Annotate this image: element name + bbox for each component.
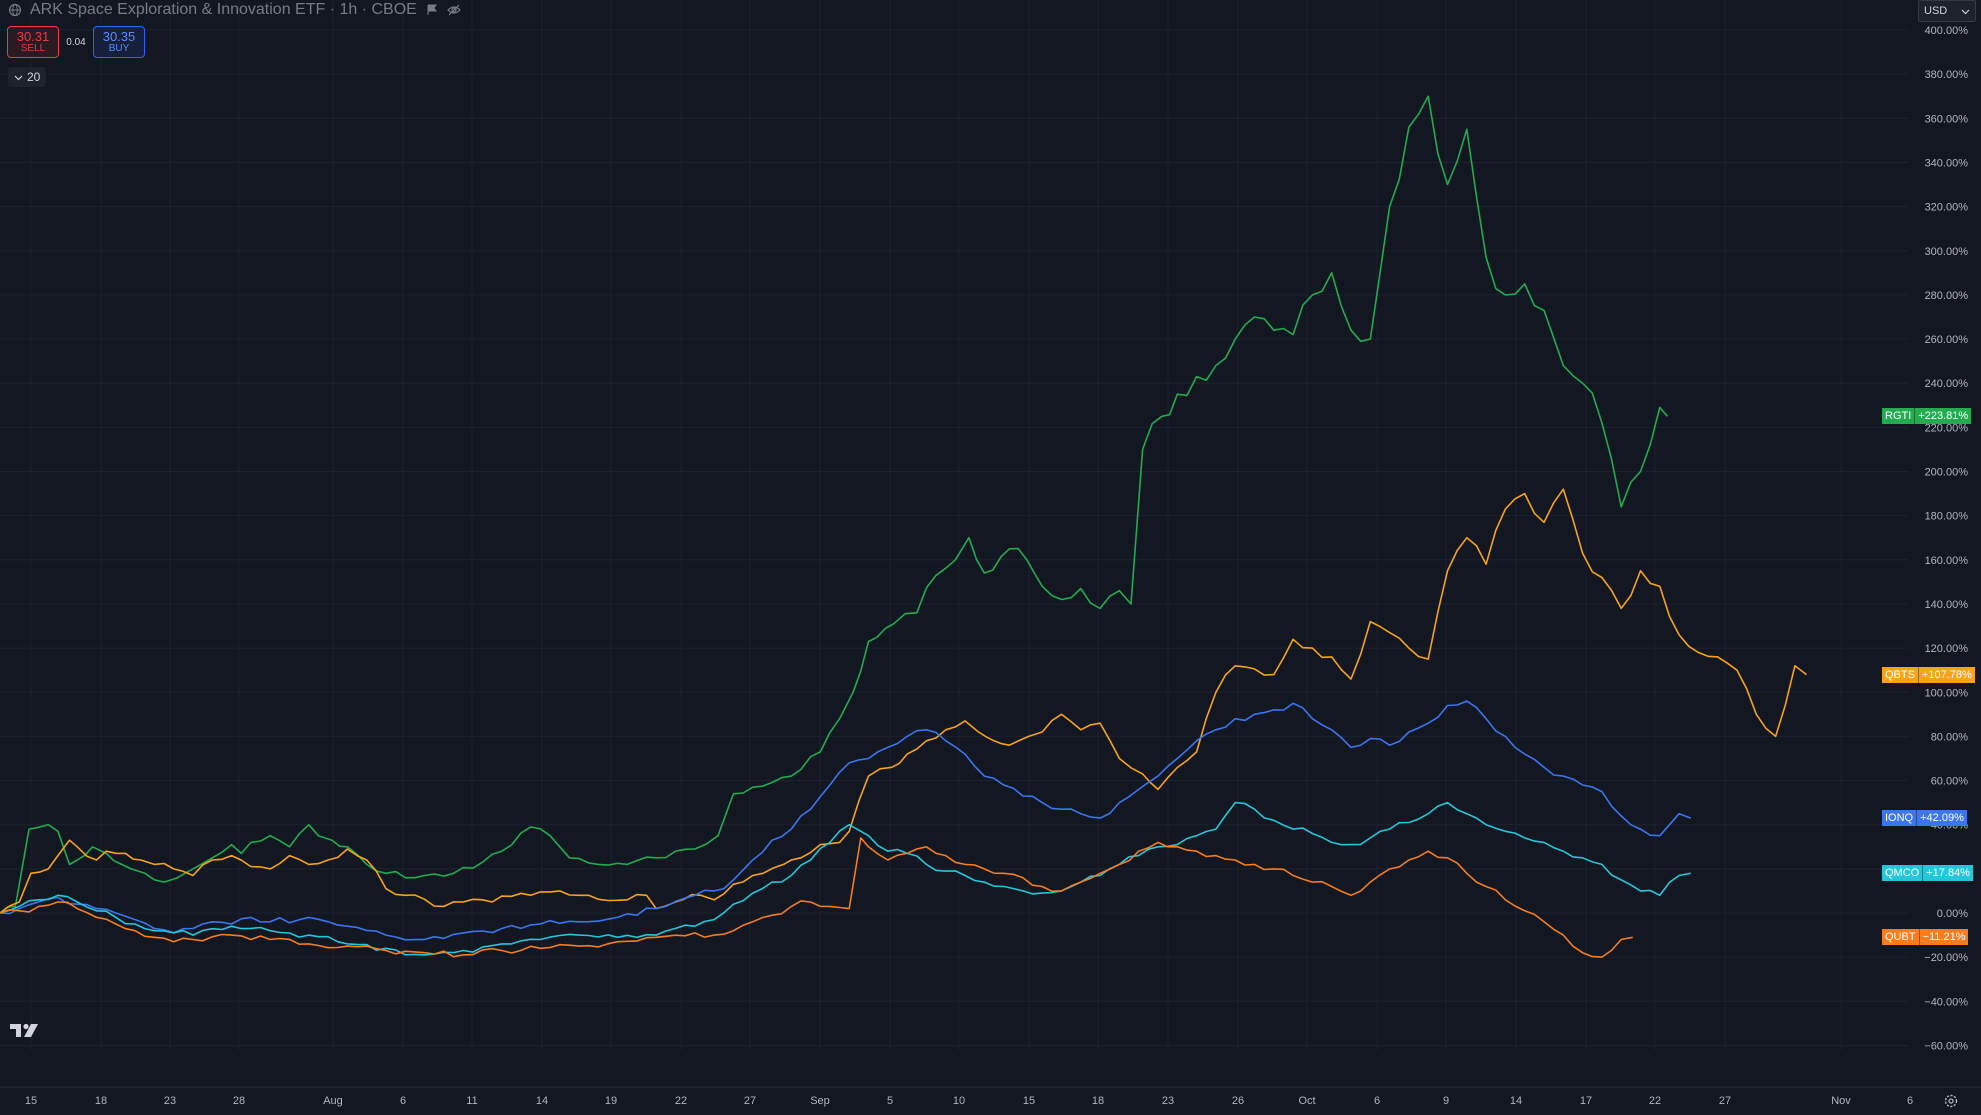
price-label-symbol: QBTS [1885,669,1915,681]
chevron-down-icon [14,75,23,80]
series-line-qubt[interactable] [0,837,1633,958]
time-scale[interactable] [0,1086,1981,1115]
y-tick-label: −20.00% [1924,952,1968,964]
x-tick-label: 6 [1907,1095,1913,1107]
x-tick-label: 15 [25,1095,37,1107]
x-tick-label: 15 [1023,1095,1035,1107]
x-tick-label: 18 [1092,1095,1104,1107]
y-tick-label: 280.00% [1925,290,1969,302]
y-tick-label: 200.00% [1925,467,1969,479]
price-label-value: +223.81% [1914,408,1971,424]
series-line-ionq[interactable] [0,700,1691,941]
chart-grid [0,0,1908,1050]
x-tick-label: 18 [95,1095,107,1107]
y-tick-label: 300.00% [1925,246,1969,258]
series-line-qbts[interactable] [0,488,1807,914]
y-tick-label: 100.00% [1925,687,1969,699]
x-tick-label: 27 [744,1095,756,1107]
price-label-symbol: IONQ [1885,812,1914,824]
settings-gear-icon[interactable] [1942,1092,1960,1110]
flag-icon[interactable] [425,3,439,17]
x-tick-label: 19 [605,1095,617,1107]
price-label-qmco: QMCO +17.84% [1882,865,1973,881]
y-tick-label: −60.00% [1924,1040,1968,1052]
y-tick-label: 220.00% [1925,422,1969,434]
globe-icon[interactable] [8,3,22,17]
eye-off-icon[interactable] [446,3,461,17]
price-label-rgti: RGTI +223.81% [1882,408,1972,424]
price-label-value: +17.84% [1922,865,1973,881]
y-tick-label: 260.00% [1925,334,1969,346]
tradingview-logo[interactable] [10,1022,42,1040]
x-tick-label: 23 [164,1095,176,1107]
y-tick-label: 160.00% [1925,555,1969,567]
x-tick-label: 6 [1374,1095,1380,1107]
x-tick-label: 10 [953,1095,965,1107]
y-tick-label: 140.00% [1925,599,1969,611]
x-tick-label: 11 [466,1095,477,1107]
indicators-count: 20 [27,70,41,84]
y-tick-label: 320.00% [1925,202,1969,214]
x-tick-label: 14 [536,1095,548,1107]
x-tick-label: 28 [233,1095,245,1107]
x-tick-label: 22 [675,1095,687,1107]
x-tick-label: 27 [1719,1095,1731,1107]
x-tick-label: 14 [1510,1095,1522,1107]
price-label-qubt: QUBT −11.21% [1882,929,1969,945]
y-tick-label: 0.00% [1937,908,1968,920]
quote-panel: 30.31 SELL 0.04 30.35 BUY [7,26,145,58]
y-tick-label: 60.00% [1931,776,1969,788]
buy-button[interactable]: 30.35 BUY [93,26,145,58]
y-tick-label: 180.00% [1925,511,1969,523]
price-label-value: −11.21% [1918,929,1969,945]
indicators-toggle[interactable]: 20 [8,67,47,87]
currency-value: USD [1924,5,1948,17]
price-label-symbol: QUBT [1885,931,1916,943]
x-tick-label: Oct [1298,1095,1315,1107]
price-label-value: +107.78% [1917,667,1975,683]
series-line-rgti[interactable] [0,95,1669,914]
buy-price: 30.35 [102,28,136,44]
chart-series [0,95,1807,958]
sell-price: 30.31 [16,28,50,44]
y-tick-label: 360.00% [1925,113,1969,125]
sell-button[interactable]: 30.31 SELL [7,26,59,58]
y-tick-label: 240.00% [1925,378,1969,390]
y-tick-label: 120.00% [1925,643,1969,655]
y-tick-label: 400.00% [1925,25,1969,37]
y-tick-label: −40.00% [1924,996,1968,1008]
spread-value: 0.04 [66,36,86,48]
y-tick-label: 380.00% [1925,69,1969,81]
x-tick-label: 5 [887,1095,893,1107]
x-tick-label: 9 [1443,1095,1449,1107]
x-tick-label: 22 [1649,1095,1661,1107]
price-label-value: +42.09% [1916,810,1967,826]
y-tick-label: 340.00% [1925,157,1969,169]
price-label-ionq: IONQ +42.09% [1882,810,1967,826]
x-tick-label: 17 [1580,1095,1592,1107]
series-line-qmco[interactable] [0,801,1691,956]
chevron-down-icon [1961,9,1970,14]
chart-title: ARK Space Exploration & Innovation ETF ·… [30,1,417,18]
x-tick-label: Sep [810,1095,830,1107]
x-tick-label: 26 [1232,1095,1244,1107]
x-tick-label: 6 [400,1095,406,1107]
y-tick-label: 80.00% [1931,731,1969,743]
price-label-symbol: RGTI [1885,410,1912,422]
x-tick-label: Aug [323,1095,343,1107]
price-label-symbol: QMCO [1885,867,1920,879]
chart-header: ARK Space Exploration & Innovation ETF ·… [8,0,461,20]
sell-label: SELL [20,42,46,54]
x-tick-label: Nov [1831,1095,1851,1107]
price-label-qbts: QBTS +107.78% [1882,667,1975,683]
currency-select[interactable]: USD [1918,0,1976,22]
buy-label: BUY [108,42,130,54]
x-tick-label: 23 [1162,1095,1174,1107]
